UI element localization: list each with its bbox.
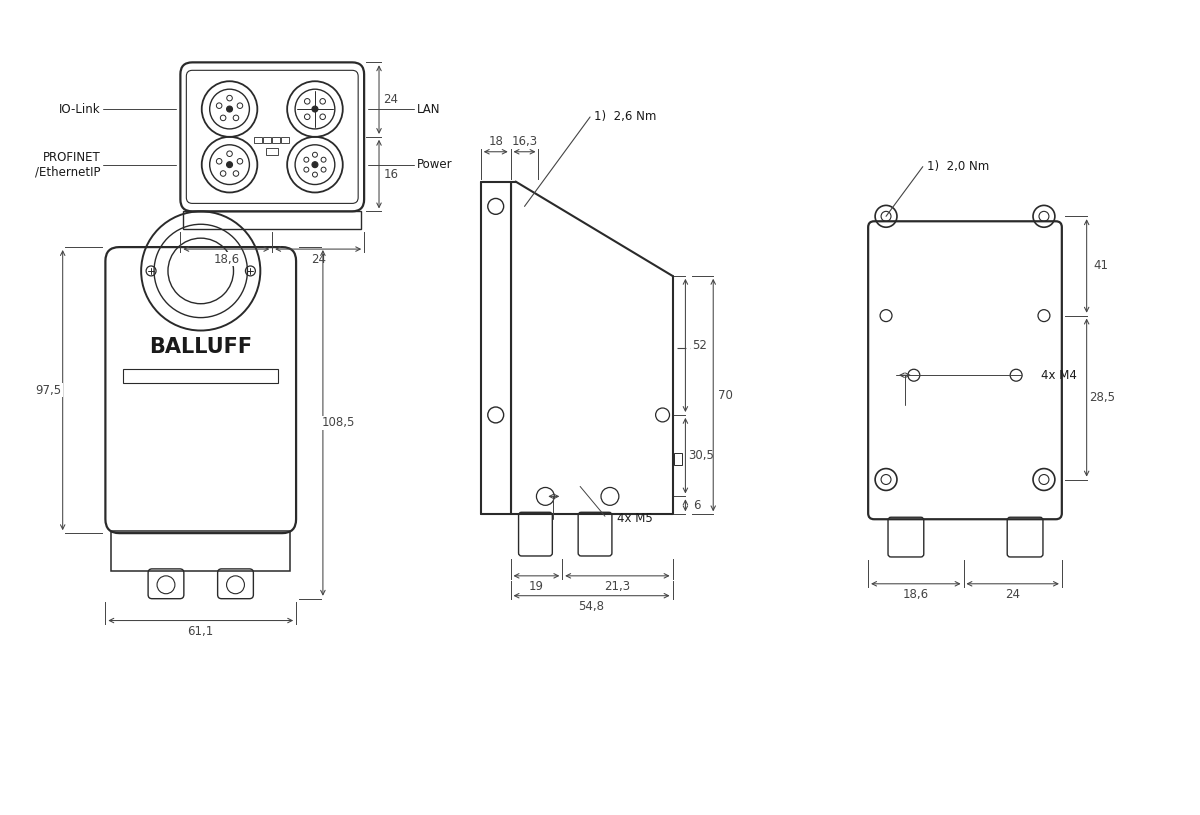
Text: 70: 70 <box>718 389 732 402</box>
Text: LAN: LAN <box>416 103 440 116</box>
Text: 4x M5: 4x M5 <box>617 512 653 525</box>
Bar <box>112 531 290 570</box>
Text: 16,3: 16,3 <box>511 135 538 148</box>
Text: 52: 52 <box>692 339 707 352</box>
Bar <box>184 211 361 229</box>
Text: 1)  2,6 Nm: 1) 2,6 Nm <box>594 111 656 124</box>
Text: 30,5: 30,5 <box>689 449 714 462</box>
Text: 61,1: 61,1 <box>187 625 214 638</box>
Bar <box>254 137 263 143</box>
Text: 19: 19 <box>529 580 544 593</box>
Text: 18,6: 18,6 <box>214 253 239 266</box>
Text: BALLUFF: BALLUFF <box>149 337 252 358</box>
Text: PROFINET
/EthernetIP: PROFINET /EthernetIP <box>35 151 101 178</box>
Text: 21,3: 21,3 <box>605 580 630 593</box>
Text: 54,8: 54,8 <box>578 600 605 613</box>
Bar <box>266 148 278 155</box>
Bar <box>272 137 280 143</box>
Text: 16: 16 <box>384 168 398 181</box>
Text: 24: 24 <box>1006 588 1020 601</box>
Circle shape <box>227 106 233 112</box>
Text: 41: 41 <box>1093 259 1108 272</box>
Text: 108,5: 108,5 <box>322 416 355 430</box>
Text: 28,5: 28,5 <box>1090 391 1116 404</box>
Text: 24: 24 <box>311 253 325 266</box>
Text: IO-Link: IO-Link <box>59 103 101 116</box>
Bar <box>263 137 271 143</box>
Circle shape <box>227 161 233 168</box>
Bar <box>674 452 683 465</box>
Text: 18,6: 18,6 <box>902 588 929 601</box>
Text: 97,5: 97,5 <box>36 384 62 397</box>
Circle shape <box>312 161 318 168</box>
Text: 24: 24 <box>384 93 398 106</box>
Text: 18: 18 <box>488 135 503 148</box>
Circle shape <box>312 106 318 112</box>
Bar <box>124 369 278 383</box>
Text: Power: Power <box>416 158 452 171</box>
Text: 6: 6 <box>694 499 701 512</box>
Bar <box>281 137 289 143</box>
Text: 4x M4: 4x M4 <box>1040 368 1076 381</box>
Text: 1)  2,0 Nm: 1) 2,0 Nm <box>926 161 989 173</box>
